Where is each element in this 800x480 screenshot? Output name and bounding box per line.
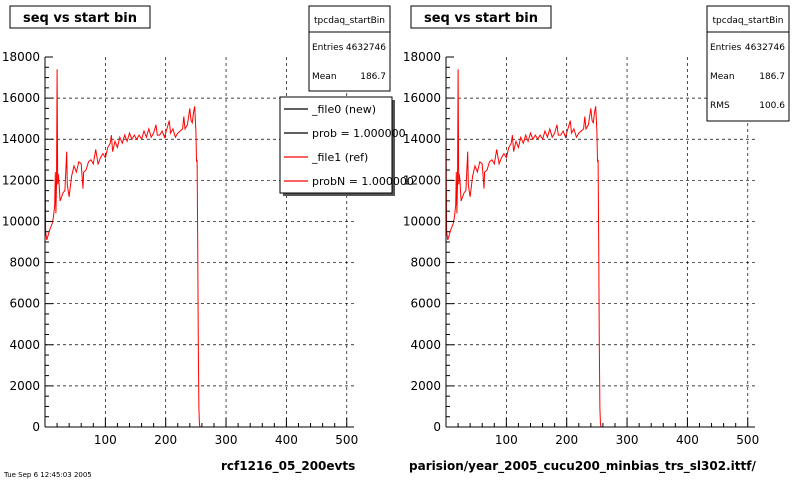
y-tick-label: 8000	[410, 256, 441, 270]
y-tick-label: 12000	[403, 173, 441, 187]
y-tick-label: 6000	[9, 297, 40, 311]
stats-value: 186.7	[360, 72, 386, 82]
stats-value: 4632746	[346, 43, 386, 53]
y-tick-label: 14000	[403, 132, 441, 146]
pad-right: 100 200 300 400 500 0 2000 4000 6000 8000 10000 120…	[403, 5, 790, 474]
footer-timestamp: Tue Sep 6 12:45:03 2005	[3, 471, 92, 479]
stats-label: Entries	[710, 43, 742, 53]
x-tick-label: 300	[215, 433, 238, 447]
legend-label: _file0 (new)	[311, 103, 376, 116]
y-tick-label: 6000	[410, 297, 441, 311]
x-tick-label: 500	[335, 433, 358, 447]
stats-value: 186.7	[759, 72, 785, 82]
x-tick-label: 500	[736, 433, 759, 447]
y-tick-label: 16000	[403, 91, 441, 105]
series-line	[44, 69, 354, 428]
pad-left: 100 200 300 400 500 0 2000 4000 6000 8000 10000 120…	[2, 5, 414, 474]
stats-value: 100.6	[759, 101, 785, 111]
y-tick-label: 4000	[9, 338, 40, 352]
legend-label: probN = 1.000000	[312, 175, 414, 188]
y-tick-label: 16000	[2, 91, 40, 105]
stats-box	[706, 5, 790, 122]
stats-label: Entries	[312, 43, 344, 53]
y-tick-label: 2000	[9, 379, 40, 393]
legend-box	[279, 96, 393, 194]
plot-area	[446, 57, 755, 427]
x-tick-label: 100	[495, 433, 518, 447]
file-caption: rcf1216_05_200evts	[221, 459, 355, 474]
stats-label: RMS	[710, 101, 730, 111]
legend-label: _file1 (ref)	[311, 151, 368, 164]
title-box	[410, 5, 552, 29]
chart-title: seq vs start bin	[424, 11, 538, 26]
x-tick-label: 400	[676, 433, 699, 447]
title-box	[9, 5, 151, 29]
y-tick-label: 18000	[2, 50, 40, 64]
stats-box	[308, 5, 391, 92]
chart-title: seq vs start bin	[23, 11, 137, 26]
series-line	[445, 69, 755, 428]
y-tick-label: 10000	[403, 214, 441, 228]
x-tick-label: 400	[275, 433, 298, 447]
stats-name: tpcdaq_startBin	[314, 16, 385, 26]
stats-value: 4632746	[745, 43, 785, 53]
stats-name: tpcdaq_startBin	[713, 16, 784, 26]
y-tick-label: 8000	[9, 256, 40, 270]
stats-label: Mean	[710, 72, 735, 82]
y-tick-label: 2000	[410, 379, 441, 393]
x-tick-label: 200	[154, 433, 177, 447]
y-tick-label: 10000	[2, 214, 40, 228]
y-tick-label: 18000	[403, 50, 441, 64]
y-tick-label: 0	[433, 420, 441, 434]
file-caption: parision/year_2005_cucu200_minbias_trs_s…	[409, 459, 756, 474]
x-tick-label: 100	[94, 433, 117, 447]
x-tick-label: 300	[616, 433, 639, 447]
stats-label: Mean	[312, 72, 337, 82]
y-tick-label: 4000	[410, 338, 441, 352]
y-tick-label: 12000	[2, 173, 40, 187]
y-tick-label: 0	[32, 420, 40, 434]
y-tick-label: 14000	[2, 132, 40, 146]
x-tick-label: 200	[555, 433, 578, 447]
legend-label: prob = 1.000000	[312, 127, 406, 140]
